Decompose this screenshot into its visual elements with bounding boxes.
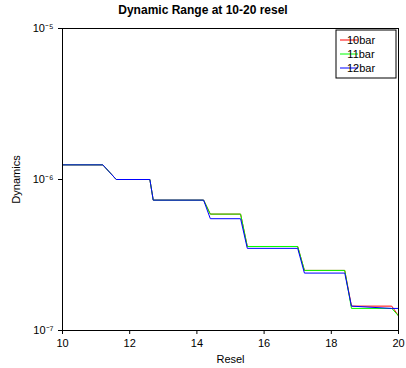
svg-text:14: 14 — [191, 337, 203, 349]
svg-text:10bar: 10bar — [347, 34, 375, 46]
html-text:Dynamic Range at 10-20 resel: Dynamic Range at 10-20 resel — [118, 3, 288, 17]
svg-text:10: 10 — [56, 337, 68, 349]
svg-text:18: 18 — [325, 337, 337, 349]
svg-text:10⁻⁶: 10⁻⁶ — [33, 173, 54, 185]
svg-text:Dynamics: Dynamics — [10, 155, 22, 204]
svg-text:11bar: 11bar — [347, 48, 375, 60]
svg-text:12: 12 — [124, 337, 136, 349]
svg-text:16: 16 — [258, 337, 270, 349]
svg-text:20: 20 — [392, 337, 404, 349]
svg-text:10⁻⁷: 10⁻⁷ — [33, 324, 53, 336]
svg-text:Resel: Resel — [216, 353, 244, 365]
svg-text:12bar: 12bar — [347, 62, 375, 74]
svg-text:10⁻⁵: 10⁻⁵ — [33, 22, 54, 34]
